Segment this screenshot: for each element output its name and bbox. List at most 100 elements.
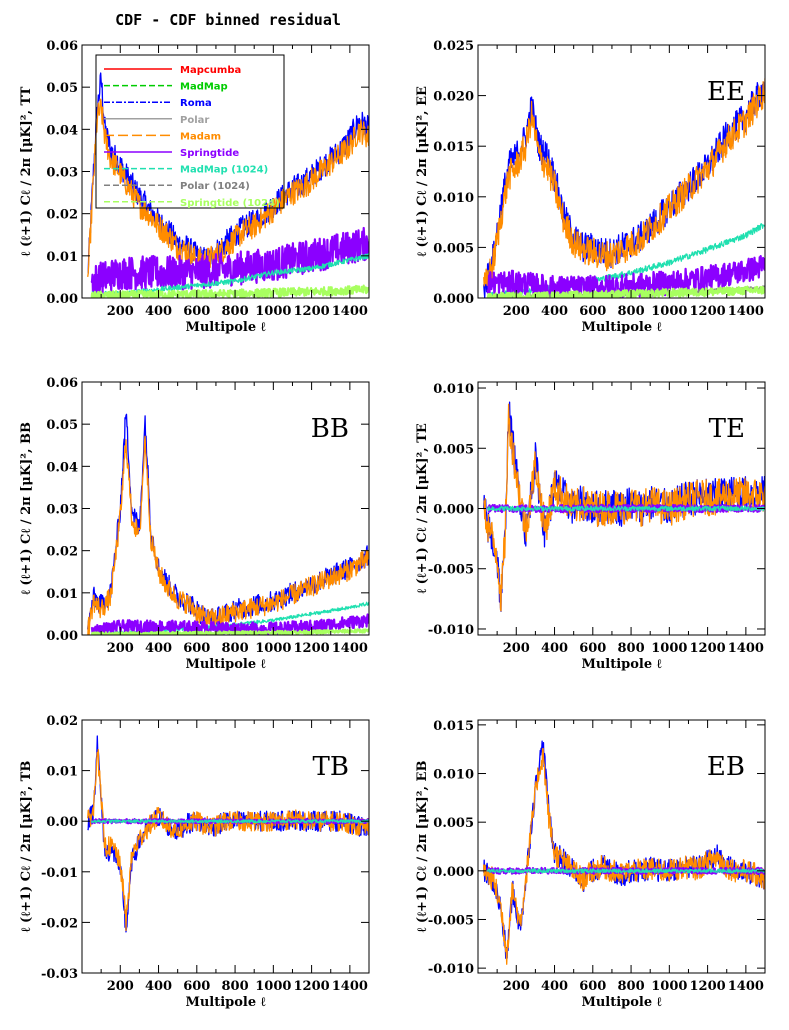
y-tick-label: -0.01 <box>41 866 78 881</box>
legend-label: MadMap (1024) <box>180 165 268 176</box>
y-tick-label: 0.02 <box>46 208 78 223</box>
x-tick-label: 1200 <box>690 304 726 319</box>
series-bb-springtide-1024 <box>90 628 369 635</box>
legend-label: Roma <box>180 98 212 109</box>
y-tick-label: -0.010 <box>428 623 474 638</box>
y-tick-label: 0.000 <box>433 292 474 307</box>
y-tick-label: -0.010 <box>428 962 474 977</box>
y-tick-label: 0.015 <box>433 719 474 734</box>
series-bb-springtide <box>90 613 369 635</box>
x-tick-label: 400 <box>541 304 568 319</box>
y-tick-label: 0.015 <box>433 140 474 155</box>
y-tick-label: 0.01 <box>46 587 78 602</box>
y-tick-label: 0.005 <box>433 241 474 256</box>
page-title: CDF - CDF binned residual <box>115 11 341 29</box>
x-tick-label: 800 <box>617 304 644 319</box>
panel-ee: 200 400 600 800 1000 1200 1400 0.000 0.005 0.010 0… <box>415 39 766 335</box>
legend-label: Madam <box>180 131 221 142</box>
y-axis-label: ℓ (ℓ+1) Cℓ / 2π [μK]², EE <box>415 86 430 258</box>
x-tick-label: 600 <box>579 304 606 319</box>
y-tick-label: 0.05 <box>46 81 78 96</box>
y-tick-label: 0.00 <box>46 815 78 830</box>
y-tick-label: 0.04 <box>46 123 78 138</box>
y-tick-label: 0.06 <box>46 376 78 391</box>
panel-label: EE <box>707 77 745 107</box>
y-tick-label: -0.03 <box>41 967 78 982</box>
x-tick-label: 800 <box>221 641 248 656</box>
y-tick-label: -0.02 <box>41 916 78 931</box>
panel-label: TB <box>313 752 349 782</box>
x-tick-label: 1000 <box>255 979 291 994</box>
x-tick-label: 800 <box>617 979 644 994</box>
y-axis-label: ℓ (ℓ+1) Cℓ / 2π [μK]², BB <box>19 422 34 596</box>
y-tick-label: 0.010 <box>433 191 474 206</box>
plot-frame <box>81 719 370 974</box>
x-tick-label: 400 <box>145 304 172 319</box>
x-tick-label: 1000 <box>651 641 687 656</box>
y-tick-label: 0.02 <box>46 545 78 560</box>
x-tick-label: 400 <box>541 979 568 994</box>
panel-eb: 200 400 600 800 1000 1200 1400 -0.010 -0.005 0.00… <box>415 719 766 1010</box>
x-tick-label: 400 <box>145 979 172 994</box>
series-tt-madam <box>87 98 369 277</box>
y-tick-label: 0.06 <box>46 39 78 54</box>
panel-bb: 200 400 600 800 1000 1200 1400 0.00 0.01 0.02 0.03… <box>19 376 370 672</box>
y-axis-label: ℓ (ℓ+1) Cℓ / 2π [μK]², EB <box>415 761 430 934</box>
legend-label: Polar (1024) <box>180 181 250 192</box>
y-tick-label: 0.05 <box>46 418 78 433</box>
y-tick-label: 0.020 <box>433 90 474 105</box>
x-tick-label: 800 <box>221 304 248 319</box>
y-tick-label: 0.00 <box>46 292 78 307</box>
panel-tt: 200 400 600 800 1000 1200 1400 0.00 0.01 0.02 0.03… <box>19 39 370 335</box>
series-ee-springtide <box>486 255 765 298</box>
x-tick-label: 1200 <box>690 979 726 994</box>
plot-frame <box>477 44 766 299</box>
series-bb-roma <box>87 413 369 632</box>
y-tick-label: 0.000 <box>433 503 474 518</box>
series-ee-madam <box>483 78 765 287</box>
x-axis-label: Multipole ℓ <box>581 995 661 1010</box>
x-tick-label: 1400 <box>332 304 368 319</box>
y-tick-label: 0.005 <box>433 442 474 457</box>
x-tick-label: 400 <box>541 641 568 656</box>
x-tick-label: 1200 <box>690 641 726 656</box>
x-tick-label: 600 <box>183 979 210 994</box>
x-tick-label: 1200 <box>294 304 330 319</box>
x-tick-label: 600 <box>183 641 210 656</box>
x-tick-label: 200 <box>107 641 134 656</box>
x-tick-label: 1400 <box>728 304 764 319</box>
legend-label: MadMap <box>180 82 228 93</box>
y-tick-label: 0.03 <box>46 166 78 181</box>
x-tick-label: 600 <box>183 304 210 319</box>
series-te-madmap-1024 <box>486 505 765 512</box>
x-axis-label: Multipole ℓ <box>185 320 265 335</box>
y-tick-label: 0.02 <box>46 714 78 729</box>
legend-label: Springtide <box>180 148 239 159</box>
x-tick-label: 1000 <box>651 979 687 994</box>
y-axis-label: ℓ (ℓ+1) Cℓ / 2π [μK]², TT <box>19 86 34 257</box>
x-tick-label: 1400 <box>332 979 368 994</box>
panel-label: TE <box>709 414 745 444</box>
x-tick-label: 600 <box>579 641 606 656</box>
x-axis-label: Multipole ℓ <box>581 657 661 672</box>
series-tb-madmap-1024 <box>90 819 369 824</box>
x-axis-label: Multipole ℓ <box>581 320 661 335</box>
x-tick-label: 200 <box>107 304 134 319</box>
series-tt-springtide <box>90 226 369 298</box>
legend-label: Springtide (1024) <box>180 198 280 209</box>
x-tick-label: 1400 <box>728 979 764 994</box>
x-tick-label: 200 <box>107 979 134 994</box>
panel-label: EB <box>707 752 745 782</box>
x-tick-label: 1400 <box>332 641 368 656</box>
x-tick-label: 1400 <box>728 641 764 656</box>
x-tick-label: 1000 <box>255 304 291 319</box>
x-tick-label: 1200 <box>294 641 330 656</box>
y-tick-label: 0.01 <box>46 250 78 265</box>
x-tick-label: 1000 <box>255 641 291 656</box>
panel-te: 200 400 600 800 1000 1200 1400 -0.010 -0.005 0.00… <box>415 381 766 672</box>
x-axis-label: Multipole ℓ <box>185 995 265 1010</box>
y-tick-label: 0.025 <box>433 39 474 54</box>
x-tick-label: 600 <box>579 979 606 994</box>
y-tick-label: 0.010 <box>433 382 474 397</box>
y-tick-label: -0.005 <box>428 563 474 578</box>
